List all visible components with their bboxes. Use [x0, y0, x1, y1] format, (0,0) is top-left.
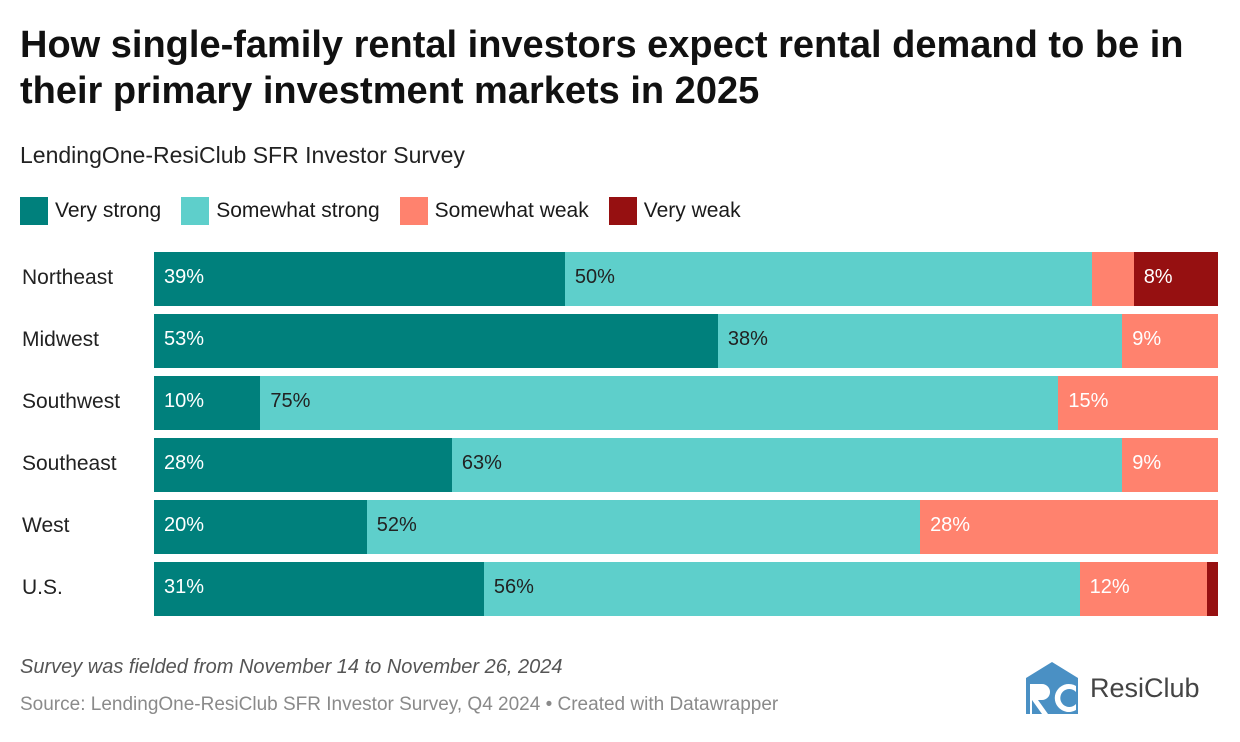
bar-segment: 38%	[717, 314, 1123, 368]
bar-segment: 28%	[154, 438, 452, 492]
legend-swatch	[608, 197, 637, 225]
bar-row: West 20% 52% 28%	[0, 500, 1240, 554]
legend-label: Somewhat weak	[434, 199, 589, 222]
chart-subtitle: LendingOne-ResiClub SFR Investor Survey	[20, 142, 465, 168]
bar-segment: 53%	[154, 314, 718, 368]
bar-row: Midwest 53% 38% 9%	[0, 314, 1240, 368]
legend-item: Very strong	[20, 197, 161, 225]
bar-track: 10% 75% 15%	[154, 376, 1218, 430]
category-label: Midwest	[22, 328, 100, 351]
bar-track: 31% 56% 12%	[154, 562, 1218, 616]
value-label: 10%	[164, 390, 205, 412]
legend-swatch	[20, 197, 48, 225]
bar-segment: 28%	[920, 500, 1218, 554]
bar-segment: 8%	[1133, 252, 1218, 306]
category-label: Southwest	[22, 390, 121, 413]
value-label: 38%	[727, 328, 768, 350]
source-line: Source: LendingOne-ResiClub SFR Investor…	[20, 694, 779, 715]
value-label: 15%	[1068, 390, 1109, 412]
bar-segment: 52%	[366, 500, 921, 554]
bar-segment: 39%	[154, 252, 565, 306]
bar-row: Southeast 28% 63% 9%	[0, 438, 1240, 492]
bar-row: Northeast 39% 50% 8%	[0, 252, 1240, 306]
bar-segment: 20%	[154, 500, 367, 554]
bar-segment: 63%	[451, 438, 1123, 492]
chart-title: How single-family rental investors expec…	[20, 24, 1184, 112]
value-label: 53%	[164, 328, 205, 350]
legend-label: Very strong	[55, 199, 162, 222]
bar-segment: 9%	[1122, 438, 1218, 492]
bar-segment: 15%	[1058, 376, 1218, 430]
bar-segment	[1207, 562, 1218, 616]
bar-track: 20% 52% 28%	[154, 500, 1218, 554]
category-label: West	[22, 514, 70, 537]
value-label: 9%	[1132, 328, 1162, 350]
legend-label: Somewhat strong	[216, 199, 380, 222]
value-label: 12%	[1089, 576, 1130, 598]
bar-row: Southwest 10% 75% 15%	[0, 376, 1240, 430]
bar-track: 39% 50% 8%	[154, 252, 1218, 306]
bar-track: 53% 38% 9%	[154, 314, 1218, 368]
bar-row: U.S. 31% 56% 12%	[0, 562, 1240, 616]
legend-item: Somewhat weak	[399, 197, 589, 225]
legend-item: Somewhat strong	[181, 197, 380, 225]
legend-swatch	[399, 197, 428, 225]
legend-swatch	[181, 197, 210, 225]
survey-note: Survey was fielded from November 14 to N…	[20, 656, 563, 678]
value-label: 31%	[164, 576, 205, 598]
legend-item: Very weak	[608, 197, 741, 225]
value-label: 39%	[164, 266, 205, 288]
bar-segment: 75%	[260, 376, 1059, 430]
legend-label: Very weak	[643, 199, 741, 222]
value-label: 9%	[1132, 452, 1162, 474]
logo-text: ResiClub	[1090, 672, 1200, 703]
value-label: 52%	[376, 514, 417, 536]
value-label: 50%	[574, 266, 615, 288]
bar-segment	[1091, 252, 1134, 306]
bar-segment: 10%	[154, 376, 261, 430]
bar-segment: 50%	[564, 252, 1092, 306]
value-label: 63%	[461, 452, 502, 474]
resiclub-logo: ResiClub	[1024, 660, 1200, 716]
bar-track: 28% 63% 9%	[154, 438, 1218, 492]
category-label: U.S.	[22, 576, 63, 599]
resiclub-logo-icon	[1026, 662, 1078, 714]
legend: Very strong Somewhat strong Somewhat weak V…	[20, 197, 741, 225]
bar-segment: 56%	[483, 562, 1080, 616]
category-label: Southeast	[22, 452, 117, 475]
value-label: 56%	[493, 576, 534, 598]
value-label: 20%	[164, 514, 205, 536]
value-label: 8%	[1143, 266, 1173, 288]
bar-segment: 31%	[154, 562, 484, 616]
bar-segment: 9%	[1122, 314, 1218, 368]
category-label: Northeast	[22, 266, 114, 289]
bar-segment: 12%	[1079, 562, 1208, 616]
value-label: 28%	[164, 452, 205, 474]
value-label: 75%	[270, 390, 311, 412]
value-label: 28%	[930, 514, 971, 536]
